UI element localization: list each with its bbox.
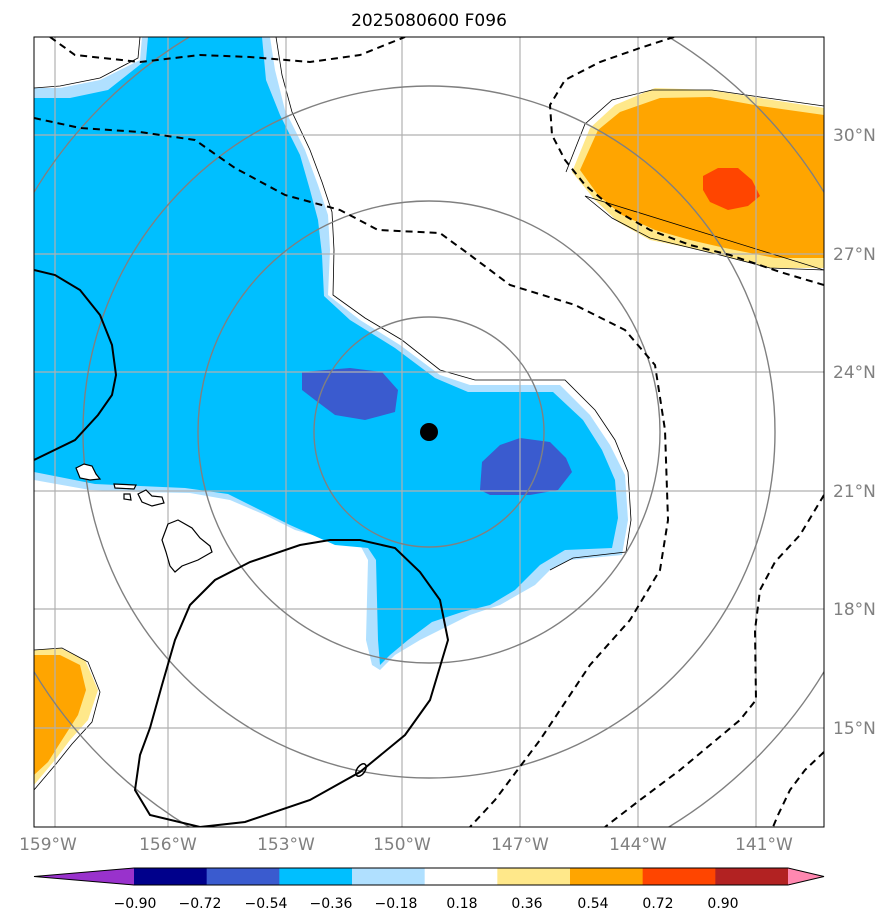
hawaiian-islands bbox=[75, 463, 213, 573]
colorbar-tick-label: 0.36 bbox=[511, 896, 542, 912]
colorbar-tick-label: −0.54 bbox=[245, 896, 288, 912]
colorbar bbox=[33, 867, 825, 886]
island-big-island bbox=[161, 519, 213, 573]
island-molokai bbox=[123, 493, 132, 501]
thin-contour bbox=[34, 647, 101, 791]
colorbar-segment bbox=[497, 868, 571, 885]
positive-anomaly-sw-orange bbox=[34, 655, 86, 775]
lat-label: 18°N bbox=[833, 600, 876, 620]
small-contour-loop bbox=[355, 763, 367, 777]
colorbar-tick-label: 0.54 bbox=[577, 896, 608, 912]
colorbar-tick-label: −0.72 bbox=[179, 896, 222, 912]
colorbar-tick-label: −0.36 bbox=[310, 896, 353, 912]
storm-center-marker bbox=[420, 423, 438, 441]
lon-label: 153°W bbox=[257, 835, 315, 855]
lat-label: 27°N bbox=[833, 245, 876, 265]
island-kauai bbox=[75, 463, 102, 481]
longitude-labels: 159°W 156°W 153°W 150°W 147°W 144°W 141°… bbox=[19, 835, 793, 855]
colorbar-tick-label: 0.72 bbox=[642, 896, 673, 912]
lon-label: 159°W bbox=[19, 835, 77, 855]
colorbar-segment bbox=[134, 868, 208, 885]
positive-anomaly-red bbox=[703, 168, 760, 210]
colorbar-segment bbox=[715, 868, 789, 885]
latitude-labels: 30°N 27°N 24°N 21°N 18°N 15°N bbox=[833, 126, 876, 739]
colorbar-segment bbox=[206, 868, 280, 885]
colorbar-extend-low bbox=[34, 868, 134, 885]
colorbar-extend-high bbox=[788, 868, 824, 885]
island-maui bbox=[137, 489, 165, 507]
figure-title: 2025080600 F096 bbox=[351, 11, 507, 31]
colorbar-tick-labels: −0.90 −0.72 −0.54 −0.36 −0.18 0.18 0.36 … bbox=[114, 896, 739, 912]
colorbar-tick-label: −0.18 bbox=[375, 896, 418, 912]
colorbar-outline bbox=[33, 867, 825, 886]
lon-label: 147°W bbox=[491, 835, 549, 855]
thin-contour bbox=[34, 37, 632, 571]
negative-anomaly-dark-blob bbox=[480, 438, 572, 495]
lon-label: 150°W bbox=[373, 835, 431, 855]
map-plot-area bbox=[34, 37, 824, 827]
dashed-contours bbox=[34, 37, 824, 827]
lat-label: 15°N bbox=[833, 719, 876, 739]
negative-anomaly-blue bbox=[34, 37, 618, 665]
colorbar-tick-label: 0.18 bbox=[446, 896, 477, 912]
colorbar-tick-label: 0.90 bbox=[707, 896, 738, 912]
colorbar-segment bbox=[570, 868, 644, 885]
island-oahu bbox=[113, 483, 137, 490]
lon-label: 144°W bbox=[609, 835, 667, 855]
thin-contour bbox=[565, 89, 824, 271]
colorbar-tick-label: −0.90 bbox=[114, 896, 157, 912]
colorbar-segment bbox=[352, 868, 426, 885]
lon-label: 156°W bbox=[139, 835, 197, 855]
lat-label: 21°N bbox=[833, 482, 876, 502]
map-frame bbox=[33, 36, 825, 828]
solid-contours bbox=[34, 269, 450, 827]
colorbar-segment bbox=[279, 868, 353, 885]
lat-label: 24°N bbox=[833, 363, 876, 383]
colorbar-segment bbox=[424, 868, 498, 885]
positive-anomaly-orange bbox=[580, 97, 824, 258]
colorbar-segment bbox=[642, 868, 716, 885]
gridlines bbox=[34, 37, 824, 827]
lat-label: 30°N bbox=[833, 126, 876, 146]
lon-label: 141°W bbox=[735, 835, 793, 855]
